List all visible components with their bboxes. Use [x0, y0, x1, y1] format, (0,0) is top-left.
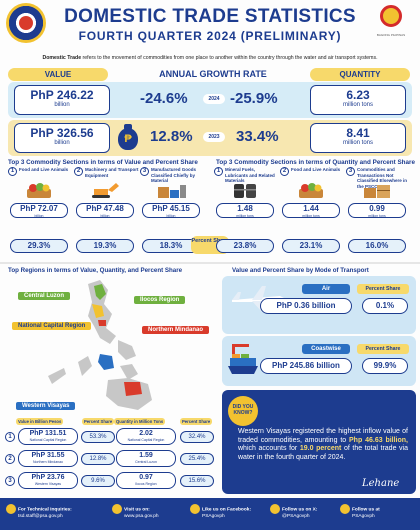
mode-air-share-label: Percent Share	[357, 284, 409, 294]
growth-row-2023: PhP 326.56 billion ₱ 12.8% 2023 33.4% 8.…	[8, 120, 412, 156]
top-quantity-title: Top 3 Commodity Sections in terms of Qua…	[216, 159, 415, 166]
growth-row-2024: PhP 246.22 billion -24.6% 2024 -25.9% 6.…	[8, 82, 412, 118]
table-row: 2 PhP 31.55 Northern Mindanao 12.8% 1.59 C…	[4, 450, 216, 469]
top-value-title: Top 3 Commodity Sections in terms of Val…	[8, 159, 198, 166]
value-growth-2024: -24.6%	[140, 90, 188, 107]
mode-coastwise-card: Coastwise Percent Share PhP 245.86 billi…	[222, 336, 416, 386]
footer-facebook[interactable]: Like us on Facebook: PSAgovph	[190, 504, 251, 520]
footer-x[interactable]: Follow us on X: @PSAgovph	[270, 504, 317, 520]
value-2023: PhP 326.56 billion	[14, 123, 110, 153]
philippines-map: Central Luzon Ilocos Region National Cap…	[8, 276, 213, 416]
map-tag-western-visayas: Western Visayas	[16, 402, 76, 410]
col-vshare: Percent Share	[82, 418, 115, 425]
share-pill: 23.1%	[282, 239, 340, 253]
top-value-items: 1 Food and Live Animals PhP 72.07 billion…	[8, 167, 208, 267]
share-pill: 19.3%	[76, 239, 134, 253]
col-qshare: Percent Share	[180, 418, 213, 425]
quantity-growth-2024: -25.9%	[230, 90, 278, 107]
share-pill: 18.3%	[142, 239, 200, 253]
excavator-icon	[92, 183, 119, 198]
regions-title: Top Regions in terms of Value, Quantity,…	[8, 267, 183, 274]
globe-icon	[112, 504, 122, 514]
modes-title: Value and Percent Share by Mode of Trans…	[232, 267, 369, 274]
food-basket-icon	[27, 183, 51, 198]
table-row: 1 PhP 131.51 National Capital Region 53.3…	[4, 428, 216, 447]
quantity-2023: 8.41 million tons	[310, 123, 406, 153]
quantity-2024: 6.23 million tons	[310, 85, 406, 115]
footer: For Technical Inquiries: tsd.staff@psa.go…	[0, 498, 420, 530]
food-basket-icon	[299, 183, 323, 198]
quantity-label: QUANTITY	[310, 68, 410, 81]
facebook-icon	[190, 504, 200, 514]
growth-label: ANNUAL GROWTH RATE	[159, 69, 267, 79]
did-you-know-box: DID YOU KNOW? Western Visayas registered…	[222, 390, 416, 494]
top-quantity-items: 1 Mineral Fuels, Lubricants and Related …	[214, 167, 414, 267]
cargo-ship-icon	[228, 344, 258, 374]
footer-inquiries: For Technical Inquiries: tsd.staff@psa.go…	[6, 504, 72, 520]
lightbulb-icon: DID YOU KNOW?	[228, 396, 258, 426]
share-pill: 23.8%	[216, 239, 274, 253]
map-tag-ilocos: Ilocos Region	[134, 296, 186, 304]
footer-website[interactable]: Visit us on: www.psa.gov.ph	[112, 504, 159, 520]
table-row: 3 PhP 23.76 Western Visayas 9.6% 0.97 Iloc…	[4, 472, 216, 491]
mode-air-value: PhP 0.36 billion	[260, 298, 352, 314]
regions-table: Value in Billion Pesos Percent Share Qua…	[4, 418, 216, 496]
footer-more[interactable]: Follow us at PSAgovph	[340, 504, 380, 520]
mode-air-card: Air Percent Share PhP 0.36 billion 0.1%	[222, 276, 416, 334]
signature: Lehane	[362, 478, 400, 489]
mode-air-label: Air	[302, 284, 350, 294]
psa-logo	[6, 3, 46, 43]
cargo-boxes-icon	[364, 185, 390, 198]
did-you-know-text: Western Visayas registered the highest i…	[238, 428, 409, 461]
year-2023: 2023	[203, 132, 225, 142]
share-pill: 16.0%	[348, 239, 406, 253]
quantity-growth-2023: 33.4%	[236, 128, 279, 145]
x-icon	[270, 504, 280, 514]
goods-boxes-icon	[158, 185, 186, 198]
value-growth-2023: 12.8%	[150, 128, 193, 145]
value-2024: PhP 246.22 billion	[14, 85, 110, 115]
mode-air-share: 0.1%	[362, 298, 408, 314]
bagong-pilipinas-logo: BAGONG PILIPINAS	[372, 3, 410, 37]
map-tag-central-luzon: Central Luzon	[18, 292, 70, 300]
mode-coastwise-share-label: Percent Share	[357, 344, 409, 354]
value-label: VALUE	[8, 68, 108, 81]
map-icon	[48, 280, 152, 410]
section-divider	[0, 262, 420, 264]
page-title: DOMESTIC TRADE STATISTICS	[64, 6, 356, 27]
mode-coastwise-share: 99.9%	[362, 358, 408, 374]
page-subtitle: FOURTH QUARTER 2024 (PRELIMINARY)	[78, 29, 342, 43]
mode-coastwise-value: PhP 245.86 billion	[260, 358, 352, 374]
oil-barrel-icon	[234, 184, 256, 198]
map-tag-ncr: National Capital Region	[12, 322, 92, 330]
mode-coastwise-label: Coastwise	[302, 344, 350, 354]
header: DOMESTIC TRADE STATISTICS FOURTH QUARTER…	[0, 0, 420, 54]
intro-text: Domestic Trade refers to the movement of…	[42, 55, 378, 61]
year-2024: 2024	[203, 94, 225, 104]
share-pill: 29.3%	[10, 239, 68, 253]
social-icon	[340, 504, 350, 514]
map-tag-northern-mindanao: Northern Mindanao	[142, 326, 209, 334]
col-value: Value in Billion Pesos	[16, 418, 64, 425]
money-bag-icon: ₱	[116, 122, 140, 152]
col-qty: Quantity in Million Tons	[114, 418, 166, 425]
phone-icon	[6, 504, 16, 514]
